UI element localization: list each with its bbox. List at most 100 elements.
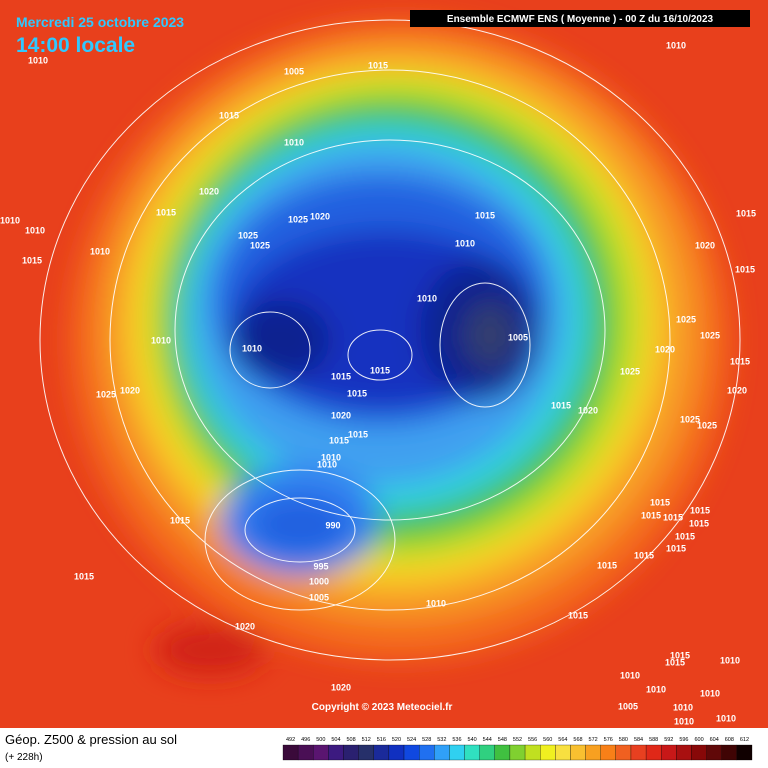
isobar-label: 990 (325, 520, 340, 530)
scale-label: 540 (468, 737, 477, 743)
scale-label: 524 (407, 737, 416, 743)
scale-label: 508 (346, 737, 355, 743)
isobar-label: 1010 (646, 684, 666, 694)
isobar-label: 1010 (417, 293, 437, 303)
isobar-label: 1010 (700, 688, 720, 698)
scale-swatch (540, 744, 556, 761)
scale-label: 588 (649, 737, 658, 743)
scale-swatch (434, 744, 450, 761)
isobar-label: 1015 (329, 435, 349, 445)
isobar-label: 1025 (96, 389, 116, 399)
isobar-label: 1015 (689, 518, 709, 528)
scale-label: 500 (316, 737, 325, 743)
isobar-label: 1015 (568, 610, 588, 620)
scale-label: 504 (331, 737, 340, 743)
isobar-label: 1010 (284, 137, 304, 147)
scale-swatch (464, 744, 480, 761)
isobar-label: 1015 (690, 505, 710, 515)
scale-label: 556 (528, 737, 537, 743)
isobar-label: 1010 (620, 670, 640, 680)
scale-swatch (297, 744, 314, 761)
isobar-label: 1020 (727, 385, 747, 395)
scale-label: 608 (725, 737, 734, 743)
isobar-label: 1010 (25, 225, 45, 235)
isobar-label: 1015 (475, 210, 495, 220)
isobar-label: 1020 (235, 621, 255, 631)
scale-swatch (570, 744, 586, 761)
isobar-label: 1020 (310, 211, 330, 221)
scale-swatch (524, 744, 541, 761)
scale-label: 568 (573, 737, 582, 743)
scale-swatch (403, 744, 420, 761)
scale-swatch (479, 744, 495, 761)
scale-label: 532 (437, 737, 446, 743)
isobar-label: 1010 (673, 702, 693, 712)
isobar-label: 1010 (0, 215, 20, 225)
isobar-label: 1020 (578, 405, 598, 415)
scale-swatch (373, 744, 390, 761)
isobar-label: 1010 (455, 238, 475, 248)
isobar-label: 1015 (22, 255, 42, 265)
scale-swatch (630, 744, 647, 761)
scale-label: 572 (589, 737, 598, 743)
scale-label: 536 (452, 737, 461, 743)
isobar-label: 1010 (426, 598, 446, 608)
scale-label: 492 (286, 737, 295, 743)
time: 14:00 locale (16, 34, 135, 57)
scale-swatch (313, 744, 329, 761)
model-banner (410, 10, 750, 27)
isobar-label: 1010 (242, 343, 262, 353)
isobar-label: 1020 (695, 240, 715, 250)
isobar-label: 1005 (309, 592, 329, 602)
isobar-label: 1015 (156, 207, 176, 217)
isobar-label: 1025 (676, 314, 696, 324)
isobar-label: 1025 (238, 230, 258, 240)
scale-label: 612 (740, 737, 749, 743)
copyright: Copyright © 2023 Meteociel.fr (312, 702, 453, 713)
isobar-label: 1010 (321, 452, 341, 462)
isobar-label: 1015 (665, 657, 685, 667)
isobar-label: 1015 (670, 650, 690, 660)
isobar-label: 1015 (634, 550, 654, 560)
scale-swatch (661, 744, 677, 761)
scale-label: 564 (558, 737, 567, 743)
isobar-label: 1010 (90, 246, 110, 256)
scale-label: 604 (710, 737, 719, 743)
isobar-label: 1005 (618, 701, 638, 711)
isobar-label: 1015 (551, 400, 571, 410)
isobar-label: 1015 (675, 531, 695, 541)
isobar-label: 1025 (700, 330, 720, 340)
isobar-label: 1015 (641, 510, 661, 520)
isobar-label: 1020 (120, 385, 140, 395)
scale-swatch (388, 744, 405, 761)
scale-label: 560 (543, 737, 552, 743)
isobar-label: 1015 (730, 356, 750, 366)
scale-label: 592 (664, 737, 673, 743)
isobar-label: 1010 (716, 713, 736, 723)
scale-swatch (600, 744, 616, 761)
scale-label: 496 (301, 737, 310, 743)
isobar-label: 1010 (317, 459, 337, 469)
date: Mercredi 25 octobre 2023 (16, 14, 184, 30)
isobar-label: 1020 (331, 410, 351, 420)
isobar-label: 1025 (697, 420, 717, 430)
geopotential-field (0, 0, 768, 728)
isobar-label: 1015 (663, 512, 683, 522)
scale-label: 552 (513, 737, 522, 743)
isobar-label: 1015 (331, 371, 351, 381)
scale-swatch (509, 744, 526, 761)
isobar-labels: 1010 1005 1015 1010 1015 1010 1020 1015 1025 1020… (0, 40, 756, 726)
isobar-label: 1015 (219, 110, 239, 120)
scale-swatch (676, 744, 692, 761)
model-info: Ensemble ECMWF ENS ( Moyenne ) - 00 Z du… (447, 14, 714, 25)
scale-label: 596 (679, 737, 688, 743)
isobar-label: 1015 (368, 60, 388, 70)
isobar-label: 1015 (735, 264, 755, 274)
scale-swatch (615, 744, 632, 761)
scale-label: 512 (362, 737, 371, 743)
scale-swatch (328, 744, 344, 761)
isobar-label: 1015 (347, 388, 367, 398)
scale-label: 516 (377, 737, 386, 743)
isobar-label: 1020 (331, 682, 351, 692)
isobar-label: 1025 (250, 240, 270, 250)
